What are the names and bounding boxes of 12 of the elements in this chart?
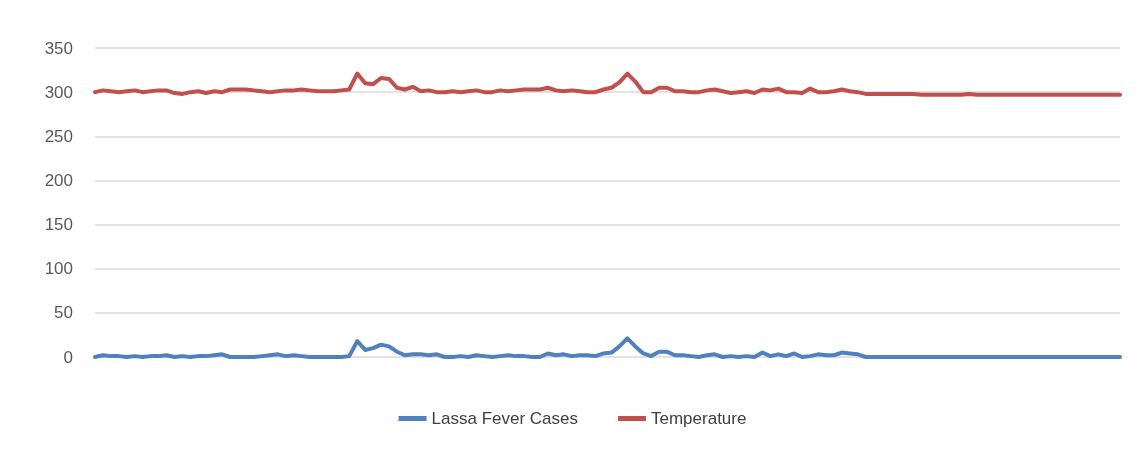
line-series <box>93 336 1122 359</box>
line-series <box>93 71 1122 97</box>
y-tick-label: 300 <box>44 82 73 102</box>
y-tick-label: 200 <box>44 170 73 190</box>
y-tick-label: 100 <box>44 259 73 279</box>
y-tick-label: 350 <box>44 38 73 58</box>
legend-label: Lassa Fever Cases <box>431 409 579 428</box>
y-tick-label: 50 <box>54 303 73 323</box>
legend-label: Temperature <box>651 409 747 428</box>
y-tick-label: 0 <box>63 347 73 367</box>
y-tick-label: 150 <box>44 215 73 235</box>
y-tick-label: 250 <box>44 126 73 146</box>
